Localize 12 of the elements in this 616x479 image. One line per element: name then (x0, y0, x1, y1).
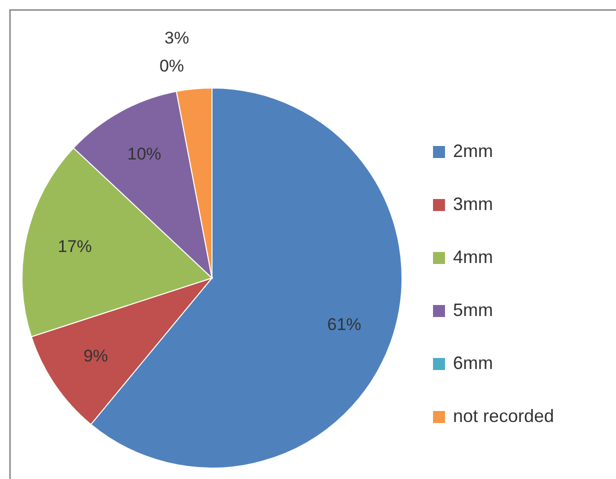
data-label: 17% (58, 236, 92, 256)
data-label: 10% (127, 144, 162, 164)
data-label: 61% (327, 315, 362, 334)
legend-label: 4mm (453, 246, 493, 267)
legend-label: 3mm (453, 194, 493, 214)
data-label: 9% (83, 346, 108, 366)
data-label: 3% (164, 28, 190, 48)
text: 0% (159, 56, 184, 76)
legend-label: not recorded (453, 406, 554, 426)
legend-label: 6mm (453, 352, 493, 373)
legend-label: 2mm (453, 140, 493, 161)
legend-label: 5mm (453, 300, 493, 320)
